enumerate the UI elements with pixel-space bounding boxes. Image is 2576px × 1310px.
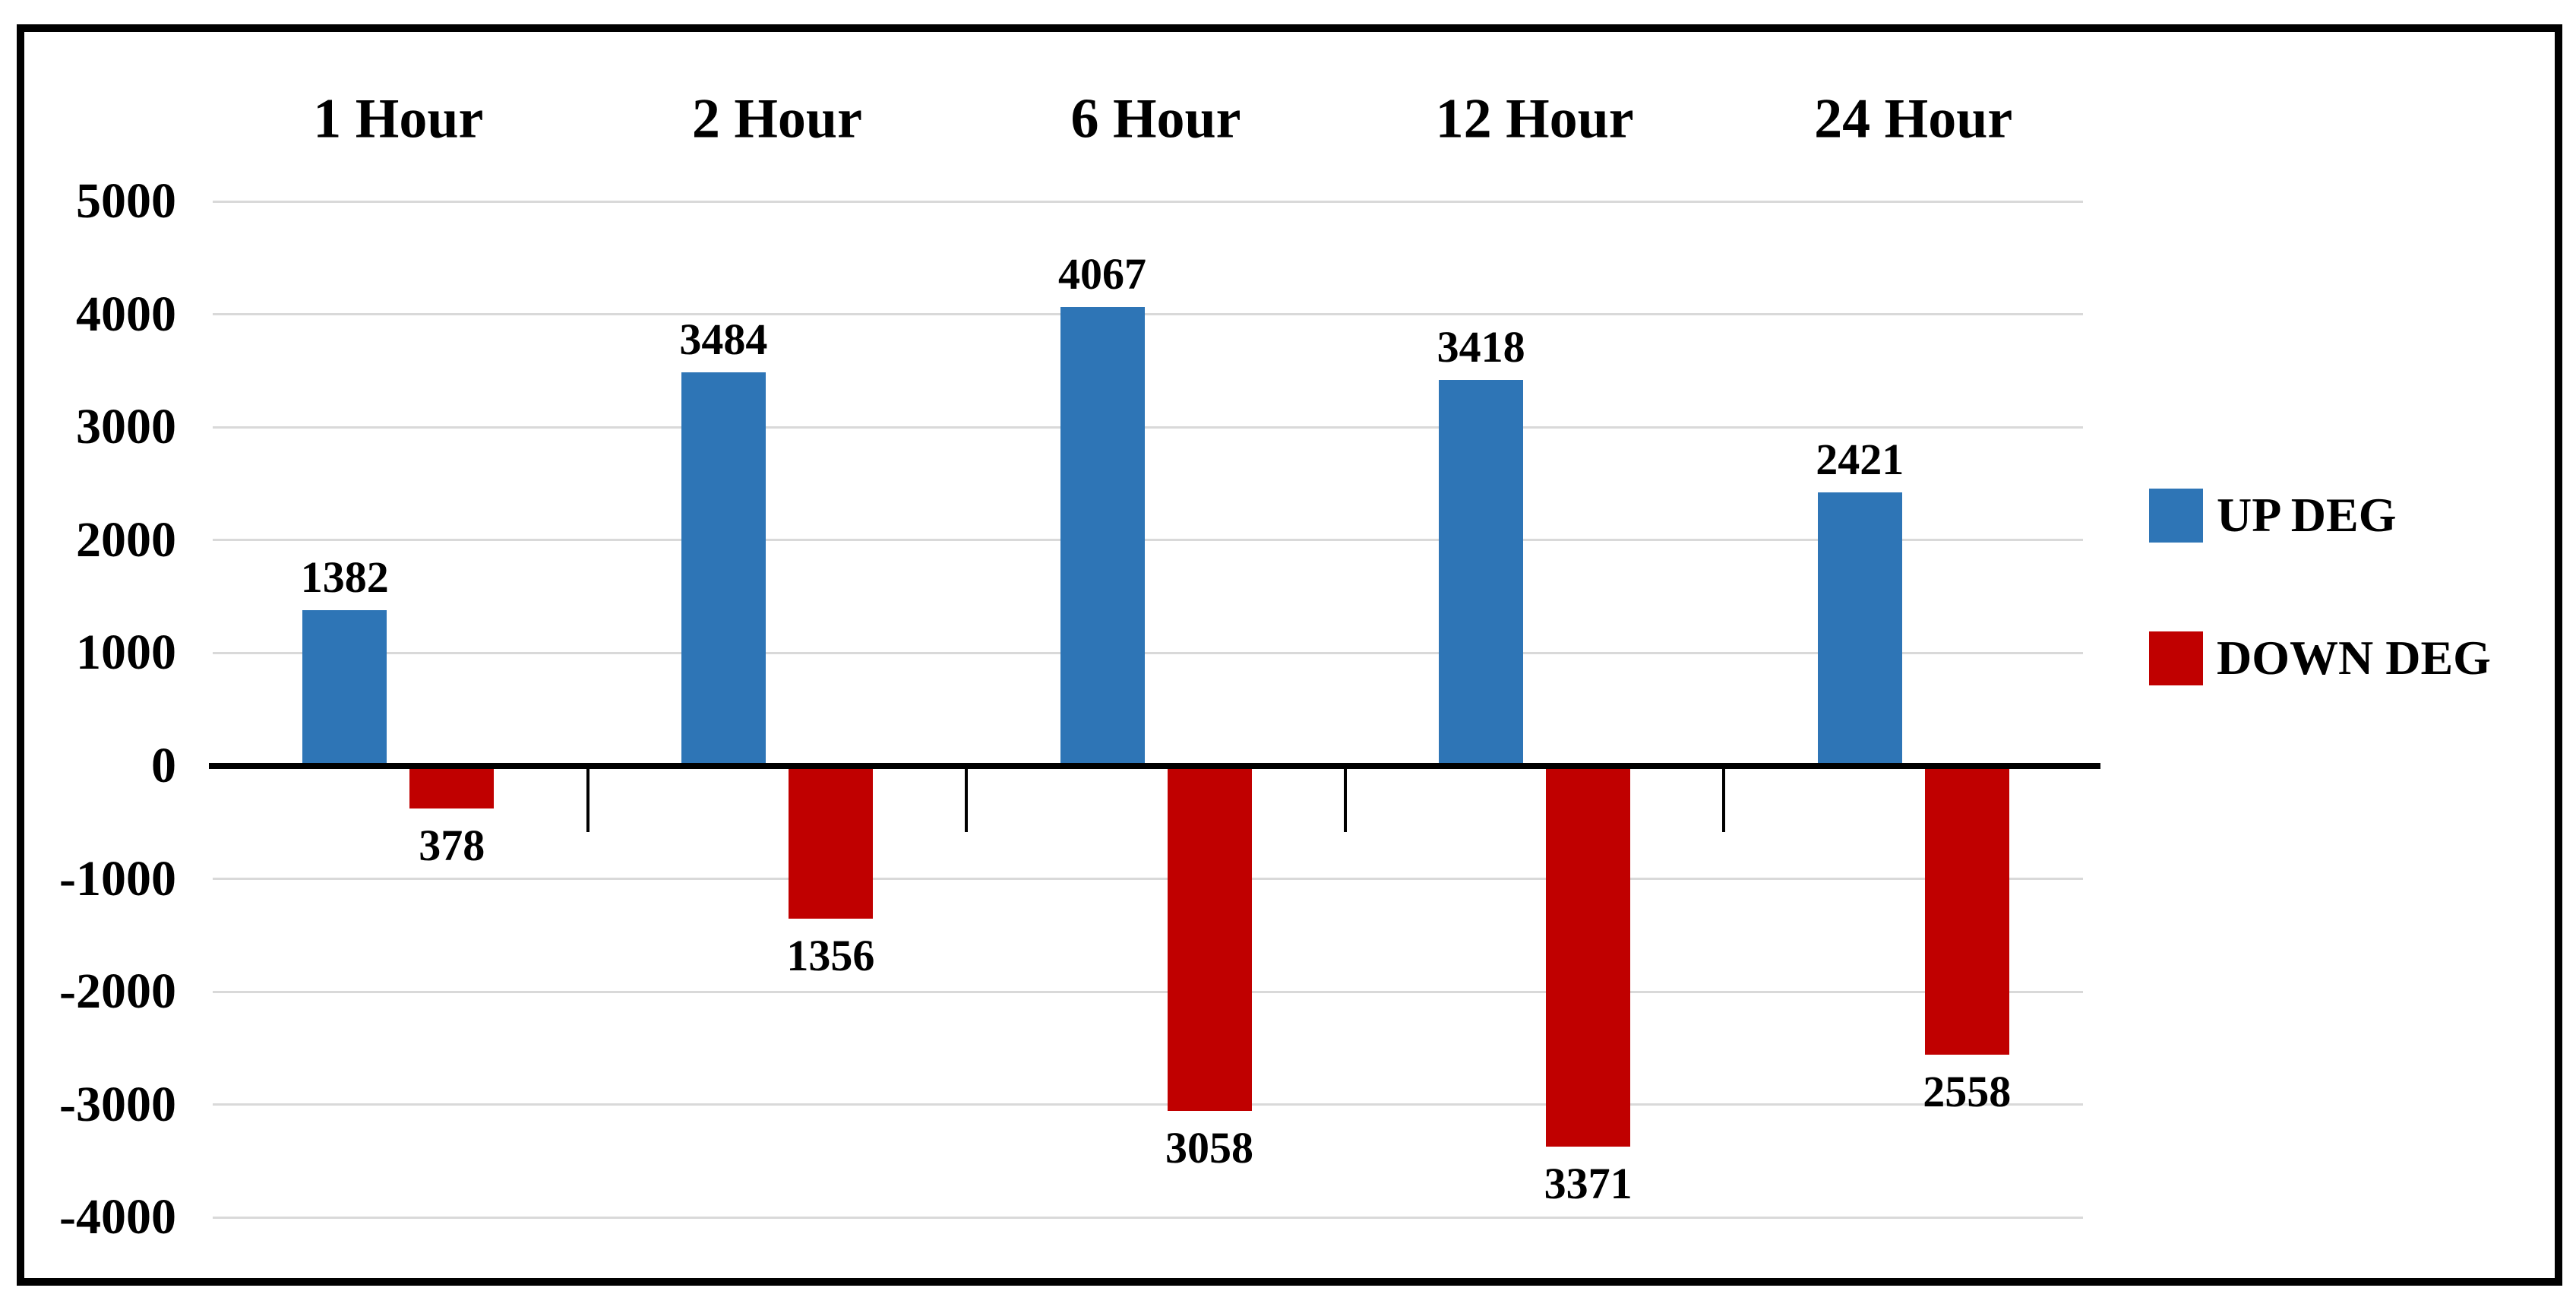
bar-value-label-down: 3371 xyxy=(1544,1158,1633,1208)
legend-label-down-deg: DOWN DEG xyxy=(2217,631,2491,685)
bar-up-deg xyxy=(1060,306,1145,766)
axis-tick xyxy=(586,766,589,832)
x-axis-line xyxy=(209,763,2100,769)
gridline xyxy=(213,426,2083,429)
y-axis-label: 4000 xyxy=(76,286,176,342)
bar-up-deg xyxy=(1817,492,1902,766)
gridline xyxy=(213,313,2083,316)
bar-up-deg xyxy=(302,609,387,766)
category-header: 12 Hour xyxy=(1435,87,1634,150)
bar-value-label-down: 3058 xyxy=(1165,1123,1253,1173)
gridline xyxy=(213,651,2083,654)
bar-value-label-down: 2558 xyxy=(1923,1067,2012,1117)
gridline xyxy=(213,539,2083,542)
gridline xyxy=(213,878,2083,881)
legend-label-up-deg: UP DEG xyxy=(2217,488,2397,542)
gridline xyxy=(213,1216,2083,1219)
category-header: 6 Hour xyxy=(1070,87,1241,150)
y-axis-label: 5000 xyxy=(76,173,176,229)
bar-down-deg xyxy=(1546,766,1631,1147)
bar-up-deg xyxy=(681,372,766,766)
bar-down-deg xyxy=(409,766,495,809)
bar-value-label-up: 1382 xyxy=(300,552,389,602)
legend-item-down-deg: DOWN DEG xyxy=(2149,630,2491,686)
legend-swatch-down-deg xyxy=(2149,631,2203,685)
bar-up-deg xyxy=(1439,380,1524,766)
bar-value-label-down: 378 xyxy=(419,821,485,871)
bar-value-label-up: 3418 xyxy=(1437,322,1525,372)
category-header: 24 Hour xyxy=(1814,87,2013,150)
axis-tick xyxy=(1343,766,1347,832)
axis-tick xyxy=(1722,766,1726,832)
y-axis-label: -1000 xyxy=(59,850,176,907)
y-axis-label: -4000 xyxy=(59,1189,176,1245)
y-axis-label: -3000 xyxy=(59,1076,176,1132)
y-axis-label: 3000 xyxy=(76,399,176,455)
bar-value-label-up: 3484 xyxy=(679,315,768,365)
bar-down-deg xyxy=(1924,766,2009,1055)
y-axis-label: 1000 xyxy=(76,625,176,681)
bar-down-deg xyxy=(788,766,873,919)
bar-value-label-down: 1356 xyxy=(786,931,875,981)
y-axis-label: -2000 xyxy=(59,964,176,1020)
category-header: 2 Hour xyxy=(691,87,862,150)
gridline xyxy=(213,990,2083,993)
bar-value-label-up: 2421 xyxy=(1816,435,1904,485)
y-axis-label: 0 xyxy=(151,738,176,793)
axis-tick xyxy=(965,766,969,832)
legend-item-up-deg: UP DEG xyxy=(2149,487,2396,543)
category-header: 1 Hour xyxy=(313,87,484,150)
legend-swatch-up-deg xyxy=(2149,488,2203,543)
gridline xyxy=(213,200,2083,203)
bar-value-label-up: 4067 xyxy=(1058,248,1146,299)
gridline xyxy=(213,1103,2083,1106)
bar-down-deg xyxy=(1167,766,1252,1112)
y-axis-label: 2000 xyxy=(76,511,176,568)
